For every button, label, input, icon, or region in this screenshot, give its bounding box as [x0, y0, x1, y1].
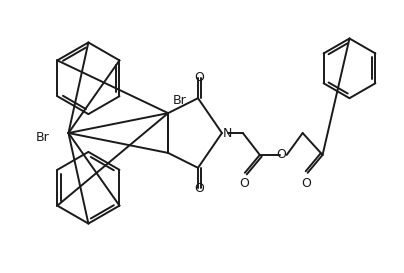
Text: Br: Br: [173, 94, 187, 107]
Text: O: O: [194, 182, 204, 195]
Text: N: N: [223, 126, 233, 140]
Text: O: O: [302, 177, 311, 190]
Text: Br: Br: [36, 132, 49, 144]
Text: O: O: [239, 177, 249, 190]
Text: O: O: [194, 71, 204, 84]
Text: O: O: [276, 149, 286, 161]
